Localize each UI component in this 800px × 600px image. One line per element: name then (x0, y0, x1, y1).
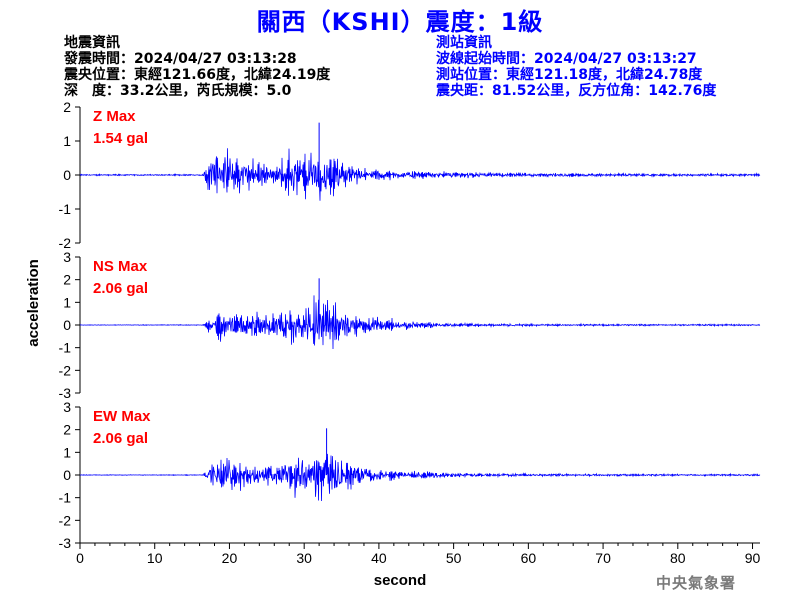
epicenter-value: 東經121.66度，北緯24.19度 (134, 67, 331, 83)
y-tick-label: -1 (59, 201, 72, 217)
y-tick-label: 3 (63, 249, 71, 265)
x-tick-label: 10 (147, 550, 163, 566)
y-tick-label: -2 (59, 235, 72, 251)
y-tick-label: 3 (63, 399, 71, 415)
agency-credit: 中央氣象署 (656, 574, 737, 592)
x-tick-label: 80 (670, 550, 686, 566)
depth-value: 33.2公里 (120, 83, 183, 99)
station-location-value: 東經121.18度，北緯24.78度 (506, 67, 703, 83)
series-name-label: EW Max (93, 408, 151, 425)
station-location-row: 測站位置：東經121.18度，北緯24.78度 (436, 67, 716, 83)
x-tick-label: 90 (745, 550, 761, 566)
x-tick-label: 50 (446, 550, 462, 566)
y-tick-label: -3 (59, 535, 72, 551)
wave-start-value: 2024/04/27 03:13:27 (534, 51, 697, 67)
magnitude-label: ，芮氏規模： (182, 83, 267, 99)
epicenter-row: 震央位置：東經121.66度，北緯24.19度 (64, 67, 330, 83)
station-info-panel: 測站資訊 波線起始時間：2024/04/27 03:13:27 測站位置：東經1… (436, 35, 716, 99)
y-tick-label: -3 (59, 385, 72, 401)
y-tick-label: -2 (59, 362, 72, 378)
station-location-label: 測站位置： (436, 67, 506, 83)
waveform-line (79, 148, 761, 201)
origin-time-row: 發震時間：2024/04/27 03:13:28 (64, 51, 330, 67)
x-tick-label: 40 (371, 550, 387, 566)
y-tick-label: 1 (63, 294, 71, 310)
series-max-label: 1.54 gal (93, 130, 148, 147)
wave-start-label: 波線起始時間： (436, 51, 534, 67)
magnitude-value: 5.0 (266, 83, 292, 99)
x-tick-label: 60 (521, 550, 537, 566)
y-tick-label: 2 (63, 422, 71, 438)
panel-0: -2 -1 0 1 2 Z Max 1.54 gal (59, 99, 761, 251)
origin-time-label: 發震時間： (64, 51, 134, 67)
panel-1: -3 -2 -1 0 1 2 3 NS Max 2.06 gal (59, 249, 761, 401)
distance-value: 81.52公里 (492, 83, 565, 99)
x-tick-label: 30 (296, 550, 312, 566)
x-tick-label: 70 (595, 550, 611, 566)
y-tick-label: 0 (63, 467, 71, 483)
chart-title: 關西（KSHI）震度：1級 (256, 8, 544, 36)
series-max-label: 2.06 gal (93, 430, 148, 447)
y-tick-label: 2 (63, 272, 71, 288)
series-name-label: NS Max (93, 258, 148, 275)
waveform-line (80, 295, 761, 350)
y-tick-label: 1 (63, 133, 71, 149)
depth-magnitude-row: 深 度：33.2公里，芮氏規模：5.0 (64, 83, 330, 99)
series-name-label: Z Max (93, 108, 136, 125)
epicenter-label: 震央位置： (64, 67, 134, 83)
y-axis-title: acceleration (25, 259, 42, 347)
series-max-label: 2.06 gal (93, 280, 148, 297)
azimuth-value: 142.76度 (648, 83, 717, 99)
earthquake-info-panel: 地震資訊 發震時間：2024/04/27 03:13:28 震央位置：東經121… (64, 35, 330, 99)
panel-2: -3 -2 -1 0 1 2 3 EW Max 2.06 gal (59, 399, 761, 551)
y-tick-label: 2 (63, 99, 71, 115)
y-tick-label: 0 (63, 167, 71, 183)
y-tick-label: -1 (59, 490, 72, 506)
azimuth-label: ，反方位角： (564, 83, 649, 99)
y-tick-label: 0 (63, 317, 71, 333)
origin-time-value: 2024/04/27 03:13:28 (134, 51, 297, 67)
x-tick-label: 20 (222, 550, 238, 566)
x-axis-title: second (374, 572, 427, 589)
y-tick-label: -2 (59, 512, 72, 528)
wave-start-row: 波線起始時間：2024/04/27 03:13:27 (436, 51, 716, 67)
depth-label: 深 度： (64, 83, 120, 99)
y-tick-label: -1 (59, 340, 72, 356)
x-tick-label: 0 (76, 550, 84, 566)
distance-label: 震央距： (436, 83, 492, 99)
earthquake-info-heading: 地震資訊 (64, 35, 120, 51)
station-info-heading: 測站資訊 (436, 35, 492, 51)
waveform-line (79, 453, 761, 502)
y-tick-label: 1 (63, 444, 71, 460)
distance-azimuth-row: 震央距：81.52公里，反方位角：142.76度 (436, 83, 716, 99)
